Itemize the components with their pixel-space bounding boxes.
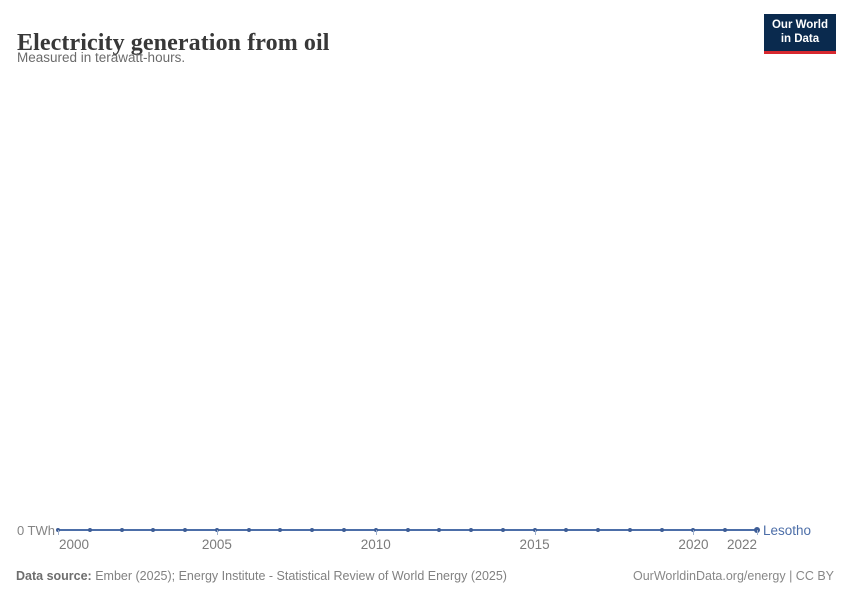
data-point[interactable]	[151, 528, 156, 532]
data-source-text: Ember (2025); Energy Institute - Statist…	[91, 569, 507, 583]
x-axis-tick-label: 2020	[678, 537, 709, 552]
x-axis-tick-label: 2005	[201, 537, 232, 552]
data-point[interactable]	[119, 528, 124, 532]
owid-logo-line1: Our World	[771, 19, 828, 31]
data-point[interactable]	[278, 528, 283, 532]
data-point[interactable]	[469, 528, 474, 532]
owid-logo-line2: in Data	[780, 32, 820, 45]
data-point[interactable]	[564, 528, 569, 532]
data-point[interactable]	[310, 528, 315, 532]
x-axis-tick	[375, 530, 377, 535]
x-axis-tick-label: 2000	[59, 537, 90, 552]
page-title: Electricity generation from oil	[17, 30, 330, 57]
x-axis-tick-label: 2010	[360, 537, 391, 552]
y-axis-zero-label: 0 TWh	[16, 523, 55, 538]
data-point[interactable]	[723, 528, 728, 532]
owid-url-license-link[interactable]: OurWorldinData.org/energy | CC BY	[632, 569, 834, 583]
x-axis-tick-label: 2015	[519, 537, 550, 552]
data-point[interactable]	[659, 528, 664, 532]
data-point[interactable]	[437, 528, 442, 532]
data-point[interactable]	[183, 528, 188, 532]
data-point[interactable]	[341, 528, 346, 532]
x-axis-tick	[534, 530, 536, 535]
x-axis-tick	[216, 530, 218, 535]
data-source-note: Data source: Ember (2025); Energy Instit…	[16, 569, 507, 583]
x-axis-tick	[58, 530, 59, 535]
data-source-label: Data source:	[16, 569, 92, 583]
data-point[interactable]	[246, 528, 251, 532]
data-point[interactable]	[500, 528, 505, 532]
data-point[interactable]	[87, 528, 92, 532]
data-point[interactable]	[405, 528, 410, 532]
data-point[interactable]	[627, 528, 632, 532]
x-axis-tick	[693, 530, 695, 535]
chart-subtitle: Measured in terawatt-hours.	[17, 50, 186, 65]
x-axis-tick	[757, 530, 758, 535]
x-axis-tick-label: 2022	[726, 537, 757, 552]
data-point[interactable]	[596, 528, 601, 532]
series-entity-label[interactable]: Lesotho	[763, 523, 812, 538]
chart-footer: Data source: Ember (2025); Energy Instit…	[16, 569, 834, 583]
owid-logo[interactable]: Our World in Data	[763, 14, 836, 54]
